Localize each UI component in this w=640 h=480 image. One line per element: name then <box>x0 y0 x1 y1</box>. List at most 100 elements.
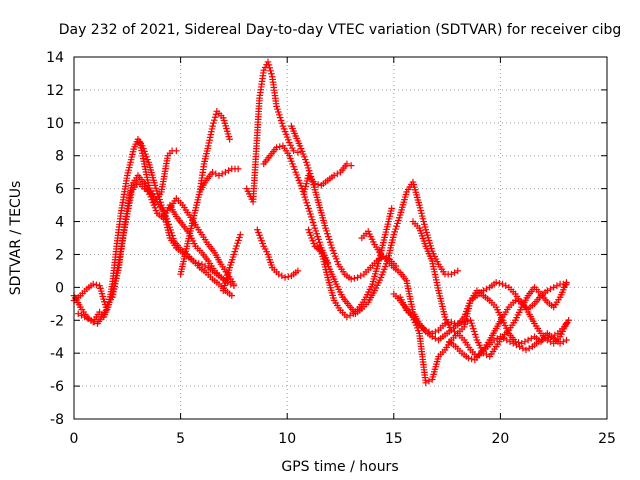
series-t9 <box>243 58 302 206</box>
data-point <box>290 147 297 155</box>
data-point <box>211 113 219 121</box>
data-point <box>281 274 289 281</box>
data-point <box>212 170 220 178</box>
data-point <box>325 233 332 240</box>
data-point <box>210 116 218 124</box>
data-point <box>205 142 212 150</box>
data-point <box>553 282 561 290</box>
data-point <box>302 196 310 204</box>
data-point <box>354 274 361 281</box>
series-t10 <box>260 142 332 266</box>
data-point <box>231 248 239 255</box>
data-point <box>304 164 312 172</box>
data-point <box>273 103 280 110</box>
data-point <box>454 320 462 327</box>
series-t2 <box>70 135 236 326</box>
data-point <box>346 312 354 319</box>
y-tick-label: 14 <box>46 50 64 66</box>
series-t4 <box>136 139 180 206</box>
data-point <box>208 128 215 136</box>
data-point <box>468 355 475 363</box>
data-point <box>235 237 242 244</box>
data-point <box>230 280 238 288</box>
data-point <box>89 280 97 288</box>
data-point <box>226 135 233 143</box>
y-tick-label: -4 <box>50 346 64 362</box>
data-point <box>524 336 532 344</box>
data-point <box>307 213 315 221</box>
data-point <box>314 181 322 188</box>
data-point <box>388 205 395 212</box>
data-point <box>233 242 240 250</box>
x-tick-label: 25 <box>598 431 616 447</box>
series-t6 <box>177 108 233 278</box>
data-point <box>468 319 475 327</box>
data-point <box>432 328 439 336</box>
y-tick-label: -2 <box>50 313 64 329</box>
data-point <box>274 105 281 113</box>
data-point <box>326 238 334 246</box>
data-point <box>228 292 236 299</box>
data-point <box>394 220 401 227</box>
data-point <box>278 272 286 280</box>
data-point <box>471 331 479 338</box>
data-point <box>390 231 398 239</box>
data-point <box>278 119 286 127</box>
data-point <box>357 272 365 280</box>
data-point <box>343 160 351 168</box>
data-point <box>563 336 570 344</box>
data-point <box>208 125 216 133</box>
data-point <box>347 162 355 169</box>
data-point <box>322 224 329 232</box>
data-point <box>303 159 310 166</box>
series-t14 <box>300 160 355 196</box>
data-point <box>93 281 100 289</box>
y-tick-label: 0 <box>55 280 64 296</box>
x-tick-label: 5 <box>176 431 185 447</box>
data-point <box>207 131 215 138</box>
data-point <box>306 207 313 215</box>
data-point <box>469 325 477 333</box>
data-point <box>305 167 313 175</box>
data-point <box>284 273 292 280</box>
series-t19 <box>390 279 570 387</box>
y-tick-label: 12 <box>46 83 64 99</box>
data-point <box>311 180 319 187</box>
data-point <box>496 279 503 287</box>
data-point <box>565 316 572 324</box>
data-point <box>470 328 478 335</box>
data-point <box>563 280 570 288</box>
data-point <box>324 230 331 238</box>
data-point <box>192 259 199 266</box>
data-point <box>347 275 355 283</box>
y-axis-label: SDTVAR / TECUs <box>8 181 24 296</box>
data-point <box>395 214 403 222</box>
data-point <box>225 167 232 174</box>
data-point <box>313 230 321 238</box>
data-point <box>210 119 217 127</box>
data-point <box>305 205 312 212</box>
data-point <box>311 224 319 232</box>
data-point <box>425 377 433 385</box>
grid-layer <box>74 57 607 419</box>
data-point <box>314 233 321 240</box>
data-point <box>492 279 500 286</box>
data-point <box>312 227 320 235</box>
data-point <box>395 217 402 224</box>
data-point <box>502 282 510 290</box>
data-point <box>545 334 552 341</box>
data-point <box>236 231 244 239</box>
data-point <box>206 134 214 141</box>
data-point <box>209 122 216 130</box>
series-t8 <box>219 231 244 294</box>
data-point <box>265 61 273 69</box>
x-tick-label: 20 <box>491 431 509 447</box>
data-point <box>454 267 462 275</box>
data-point <box>294 267 302 275</box>
data-point <box>315 236 322 243</box>
data-point <box>391 228 399 236</box>
data-point <box>267 67 274 75</box>
data-point <box>294 149 302 156</box>
data-point <box>215 172 223 179</box>
